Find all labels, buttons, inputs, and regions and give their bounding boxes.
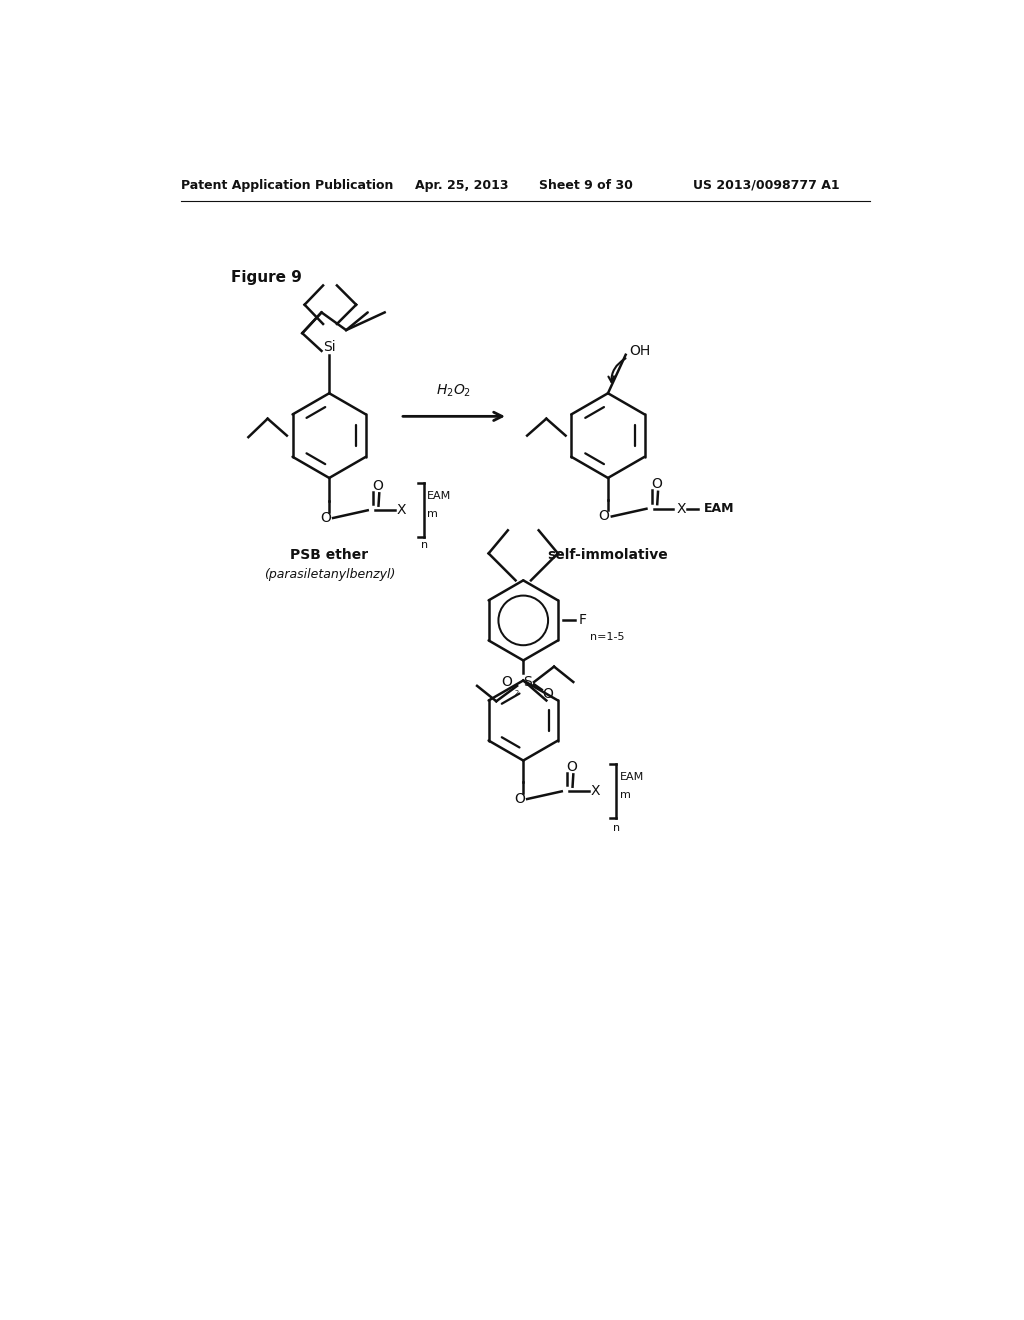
- Text: n: n: [613, 824, 621, 833]
- Text: O: O: [514, 792, 525, 807]
- Text: $H_2O_2$: $H_2O_2$: [436, 383, 471, 400]
- Text: Si: Si: [323, 341, 336, 354]
- Text: m: m: [427, 510, 438, 519]
- Text: PSB ether: PSB ether: [290, 548, 369, 562]
- Text: X: X: [590, 784, 600, 799]
- Text: X: X: [396, 503, 406, 517]
- Text: (parasiletanylbenzyl): (parasiletanylbenzyl): [263, 568, 395, 581]
- Text: O: O: [319, 511, 331, 525]
- Text: O: O: [599, 510, 609, 524]
- Text: $_2$: $_2$: [514, 688, 519, 698]
- Text: US 2013/0098777 A1: US 2013/0098777 A1: [692, 178, 840, 191]
- Text: F: F: [579, 614, 587, 627]
- Text: O: O: [543, 686, 553, 701]
- Text: EAM: EAM: [620, 772, 644, 783]
- Text: O: O: [501, 675, 512, 689]
- Text: self-immolative: self-immolative: [548, 548, 669, 562]
- Text: EAM: EAM: [705, 502, 734, 515]
- Text: X: X: [677, 502, 686, 516]
- Text: Patent Application Publication: Patent Application Publication: [180, 178, 393, 191]
- Text: EAM: EAM: [427, 491, 452, 502]
- Text: O: O: [651, 477, 662, 491]
- Text: Figure 9: Figure 9: [230, 271, 301, 285]
- Text: n: n: [421, 540, 428, 550]
- Text: O: O: [373, 479, 383, 492]
- Text: Sheet 9 of 30: Sheet 9 of 30: [539, 178, 633, 191]
- Text: n=1-5: n=1-5: [590, 632, 625, 642]
- Text: m: m: [620, 791, 631, 800]
- Text: O: O: [566, 760, 578, 774]
- Text: S: S: [522, 675, 531, 689]
- Text: Apr. 25, 2013: Apr. 25, 2013: [416, 178, 509, 191]
- Text: OH: OH: [630, 345, 651, 358]
